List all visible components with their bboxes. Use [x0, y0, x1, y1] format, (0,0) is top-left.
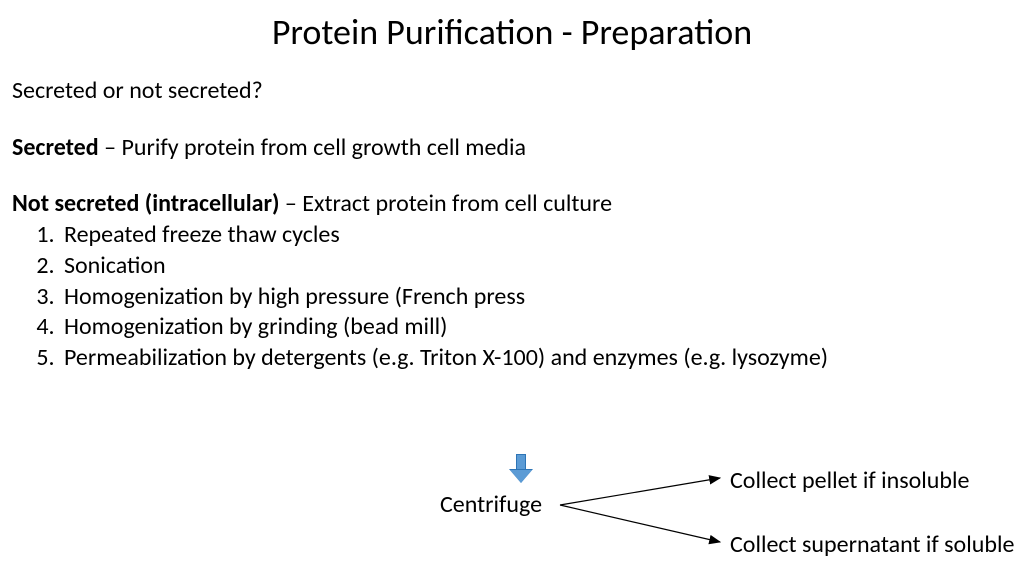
methods-list: Repeated freeze thaw cycles Sonication H…: [60, 220, 1012, 374]
secreted-text: – Purify protein from cell growth cell m…: [99, 133, 526, 162]
list-item: Permeabilization by detergents (e.g. Tri…: [60, 343, 1012, 374]
branch-label-insoluble: Collect pellet if insoluble: [730, 466, 969, 495]
not-secreted-label: Not secreted (intracellular): [12, 189, 280, 218]
page-title: Protein Purification - Preparation: [0, 10, 1024, 54]
question-line: Secreted or not secreted?: [12, 76, 1012, 107]
list-item: Sonication: [60, 251, 1012, 282]
secreted-line: Secreted – Purify protein from cell grow…: [12, 133, 1012, 164]
not-secreted-block: Not secreted (intracellular) – Extract p…: [12, 189, 1012, 373]
branch-line-down: [560, 505, 720, 542]
not-secreted-text: – Extract protein from cell culture: [280, 189, 613, 218]
list-item: Repeated freeze thaw cycles: [60, 220, 1012, 251]
list-item: Homogenization by grinding (bead mill): [60, 312, 1012, 343]
branch-line-up: [560, 478, 720, 505]
branch-label-soluble: Collect supernatant if soluble: [730, 530, 1014, 559]
centrifuge-diagram: Centrifuge Collect pellet if insoluble C…: [0, 450, 1024, 586]
content-block: Secreted or not secreted? Secreted – Pur…: [12, 76, 1012, 374]
list-item: Homogenization by high pressure (French …: [60, 282, 1012, 313]
not-secreted-line: Not secreted (intracellular) – Extract p…: [12, 189, 1012, 220]
secreted-label: Secreted: [12, 133, 99, 162]
